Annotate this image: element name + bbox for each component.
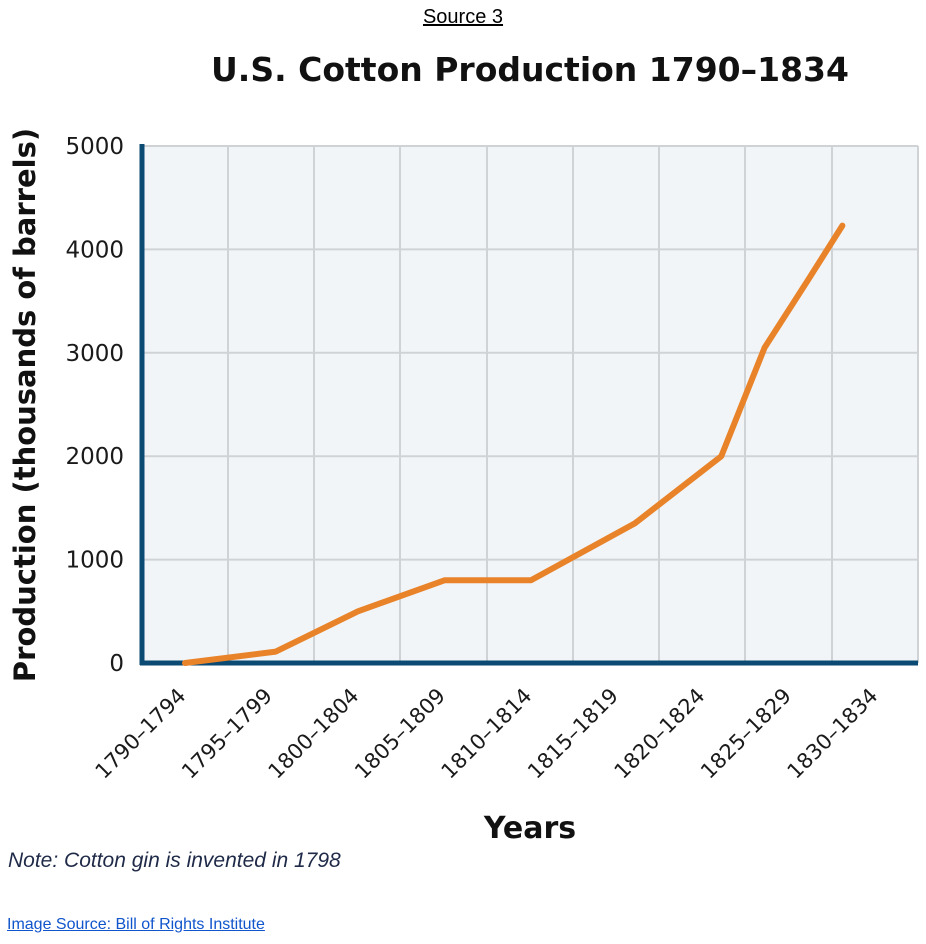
x-axis-label: Years: [483, 811, 576, 846]
image-source-link[interactable]: Image Source: Bill of Rights Institute: [7, 916, 265, 933]
series-line: [182, 222, 846, 666]
data-point: [762, 345, 768, 351]
y-tick-label: 1000: [65, 548, 124, 574]
x-tick-label: 1810–1814: [437, 684, 537, 784]
x-axis-ticks: 1790–17941795–17991800–18041805–18091810…: [91, 684, 883, 784]
source-heading: Source 3: [422, 6, 504, 28]
plot-background: [142, 146, 918, 663]
x-tick-label: 1825–1829: [696, 684, 796, 784]
y-tick-label: 0: [109, 651, 124, 677]
data-point: [805, 277, 811, 283]
x-tick-label: 1815–1819: [523, 684, 623, 784]
y-tick-label: 2000: [65, 444, 124, 470]
x-tick-label: 1830–1834: [783, 684, 883, 784]
y-tick-label: 5000: [65, 134, 124, 160]
line-chart: 0 1000 2000 3000 4000 5000 1790–17941795–1799…: [8, 128, 919, 846]
data-point: [839, 223, 845, 229]
data-point: [632, 520, 638, 526]
note-text: Note: Cotton gin is invented in 1798: [8, 849, 341, 872]
y-tick-label: 3000: [65, 341, 124, 367]
data-point: [182, 660, 188, 666]
x-tick-label: 1795–1799: [177, 684, 277, 784]
chart-title: U.S. Cotton Production 1790–1834: [211, 50, 849, 89]
data-point: [273, 649, 279, 655]
axes: [139, 144, 918, 666]
data-point: [355, 608, 361, 614]
y-tick-label: 4000: [65, 237, 124, 263]
y-axis-ticks: 0 1000 2000 3000 4000 5000: [65, 134, 124, 677]
data-point: [442, 577, 447, 583]
data-point: [718, 453, 724, 459]
x-tick-label: 1820–1824: [610, 684, 710, 784]
x-tick-label: 1800–1804: [264, 684, 364, 784]
y-axis-label: Production (thousands of barrels): [8, 128, 42, 682]
data-point: [528, 577, 534, 583]
x-tick-label: 1805–1809: [350, 684, 450, 784]
x-tick-label: 1790–1794: [91, 684, 191, 784]
series-group: [182, 222, 846, 666]
